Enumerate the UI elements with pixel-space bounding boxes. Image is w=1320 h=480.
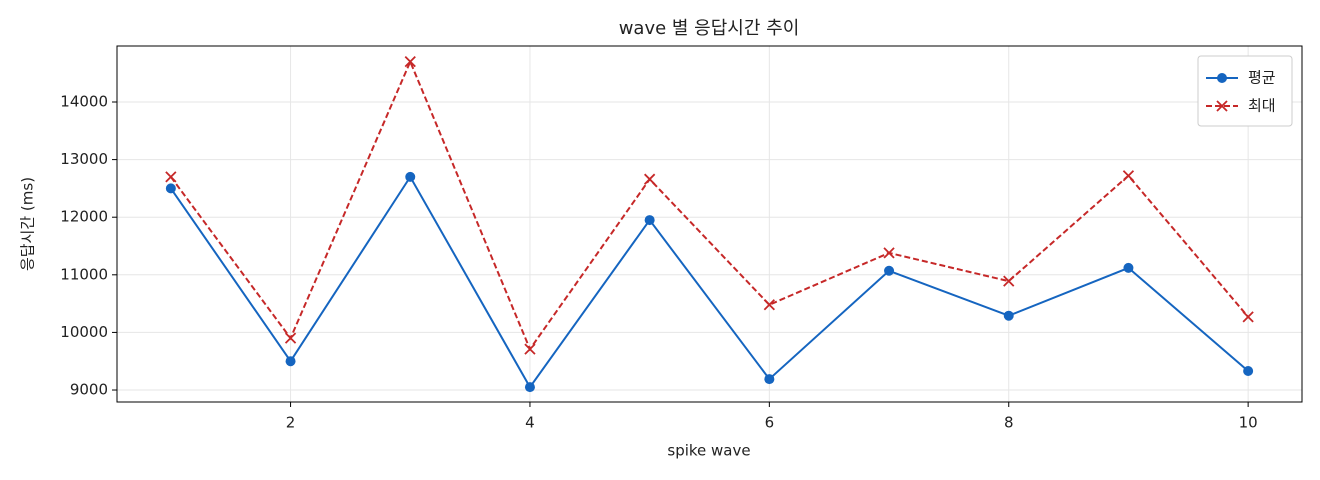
point (1003, 310, 1014, 321)
point (1122, 170, 1135, 182)
x-tick-label: 8 (1004, 414, 1014, 432)
y-tick-label: 13000 (60, 150, 108, 168)
y-tick-label: 11000 (60, 265, 108, 283)
point (524, 382, 535, 393)
point (285, 356, 296, 367)
point (404, 56, 416, 68)
point (524, 343, 536, 355)
x-tick-label: 6 (765, 414, 775, 432)
legend-marker (1217, 73, 1227, 83)
point (284, 332, 297, 344)
legend-label: 최대 (1248, 97, 1276, 115)
series-line (170, 174, 1249, 389)
x-tick-label: 4 (525, 414, 535, 432)
x-tick-label: 10 (1239, 414, 1258, 432)
point (884, 265, 895, 276)
legend-box (1197, 55, 1293, 127)
point (764, 374, 775, 385)
point (405, 171, 416, 182)
point (883, 247, 895, 259)
chart-title: wave 별 응답시간 추이 (619, 18, 800, 39)
y-axis-label: 응답시간 (ms) (19, 177, 37, 271)
legend-marker (1216, 100, 1228, 112)
point (1123, 262, 1134, 273)
point (165, 183, 176, 194)
y-tick-label: 9000 (70, 381, 108, 399)
point (644, 173, 656, 185)
point (1003, 275, 1015, 287)
y-tick-label: 14000 (60, 92, 108, 110)
point (644, 215, 655, 226)
point (1242, 311, 1254, 323)
point (763, 299, 775, 311)
series-line (170, 59, 1249, 352)
y-tick-label: 12000 (60, 208, 108, 226)
legend-label: 평균 (1248, 69, 1276, 87)
y-tick-label: 10000 (60, 323, 108, 341)
plot-frame (116, 45, 1303, 403)
point (165, 171, 177, 183)
x-axis-label: spike wave (667, 442, 750, 460)
x-tick-label: 2 (286, 414, 296, 432)
point (1243, 366, 1254, 377)
